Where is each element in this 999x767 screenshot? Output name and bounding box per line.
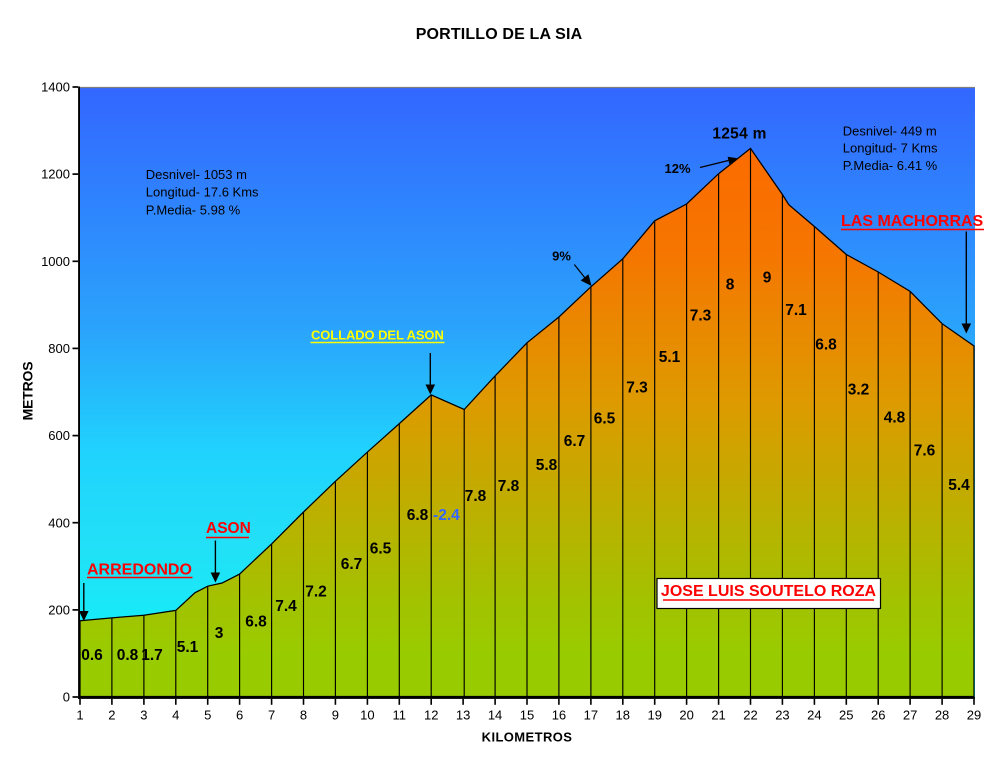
svg-text:26: 26: [871, 708, 885, 723]
svg-text:ARREDONDO: ARREDONDO: [87, 562, 192, 579]
svg-text:6: 6: [236, 708, 243, 723]
svg-text:6.8: 6.8: [407, 507, 429, 524]
svg-text:20: 20: [679, 708, 693, 723]
svg-text:9: 9: [332, 708, 339, 723]
svg-text:6.5: 6.5: [370, 541, 392, 558]
svg-text:7.8: 7.8: [498, 478, 520, 495]
svg-text:7.6: 7.6: [914, 443, 936, 460]
svg-text:9: 9: [763, 270, 772, 287]
svg-text:9%: 9%: [552, 249, 571, 264]
svg-text:0: 0: [63, 690, 70, 705]
svg-text:1254 m: 1254 m: [712, 125, 766, 142]
svg-text:7.1: 7.1: [785, 302, 807, 319]
svg-text:5.8: 5.8: [536, 457, 558, 474]
svg-text:8: 8: [726, 277, 735, 294]
svg-text:29: 29: [967, 708, 981, 723]
svg-text:25: 25: [839, 708, 853, 723]
svg-text:0.8: 0.8: [117, 647, 139, 664]
svg-text:5.1: 5.1: [659, 349, 681, 366]
svg-text:7.3: 7.3: [626, 380, 648, 397]
svg-text:Longitud- 17.6 Kms: Longitud- 17.6 Kms: [146, 185, 259, 200]
svg-text:10: 10: [360, 708, 374, 723]
svg-text:600: 600: [48, 428, 70, 443]
svg-text:23: 23: [775, 708, 789, 723]
svg-text:5.4: 5.4: [948, 477, 970, 494]
svg-text:800: 800: [48, 341, 70, 356]
svg-text:Desnivel- 1053 m: Desnivel- 1053 m: [146, 167, 247, 182]
svg-text:400: 400: [48, 515, 70, 530]
svg-text:2: 2: [108, 708, 115, 723]
svg-text:1: 1: [76, 708, 83, 723]
svg-text:P.Media- 6.41 %: P.Media- 6.41 %: [843, 158, 938, 173]
svg-text:11: 11: [393, 708, 407, 723]
svg-text:16: 16: [552, 708, 566, 723]
svg-text:KILOMETROS: KILOMETROS: [482, 730, 573, 745]
svg-text:13: 13: [456, 708, 470, 723]
svg-text:PORTILLO DE LA SIA: PORTILLO DE LA SIA: [416, 26, 583, 43]
svg-text:27: 27: [903, 708, 917, 723]
svg-text:12%: 12%: [664, 161, 690, 176]
svg-text:28: 28: [935, 708, 949, 723]
svg-text:0.6: 0.6: [81, 647, 103, 664]
svg-text:6.5: 6.5: [594, 411, 616, 428]
svg-text:6.8: 6.8: [245, 614, 267, 631]
svg-text:6.7: 6.7: [341, 556, 363, 573]
svg-text:1400: 1400: [41, 80, 70, 95]
svg-text:7: 7: [268, 708, 275, 723]
svg-text:ASON: ASON: [206, 520, 251, 537]
svg-text:5: 5: [204, 708, 211, 723]
svg-text:5.1: 5.1: [177, 639, 199, 656]
svg-text:6.8: 6.8: [815, 337, 837, 354]
svg-text:22: 22: [743, 708, 757, 723]
svg-text:19: 19: [647, 708, 661, 723]
svg-text:14: 14: [488, 708, 502, 723]
svg-text:LAS MACHORRAS: LAS MACHORRAS: [841, 213, 984, 230]
svg-text:200: 200: [48, 602, 70, 617]
svg-text:1000: 1000: [41, 254, 70, 269]
svg-text:8: 8: [300, 708, 307, 723]
svg-text:4.8: 4.8: [884, 410, 906, 427]
svg-text:4: 4: [172, 708, 179, 723]
svg-text:3.2: 3.2: [848, 382, 870, 399]
svg-text:METROS: METROS: [19, 362, 35, 421]
svg-text:JOSE LUIS SOUTELO ROZA: JOSE LUIS SOUTELO ROZA: [661, 583, 877, 600]
svg-text:COLLADO DEL ASON: COLLADO DEL ASON: [311, 328, 444, 343]
svg-text:7.3: 7.3: [690, 308, 712, 325]
svg-text:12: 12: [424, 708, 438, 723]
svg-text:Desnivel- 449 m: Desnivel- 449 m: [843, 123, 937, 138]
svg-text:6.7: 6.7: [564, 433, 586, 450]
svg-text:Longitud- 7 Kms: Longitud- 7 Kms: [843, 141, 938, 156]
svg-text:-2.4: -2.4: [433, 507, 460, 524]
svg-text:3: 3: [140, 708, 147, 723]
svg-text:1200: 1200: [41, 167, 70, 182]
svg-text:3: 3: [215, 625, 224, 642]
svg-text:21: 21: [711, 708, 725, 723]
svg-text:18: 18: [616, 708, 630, 723]
svg-text:15: 15: [520, 708, 534, 723]
svg-text:P.Media- 5.98 %: P.Media- 5.98 %: [146, 202, 241, 217]
svg-text:24: 24: [807, 708, 821, 723]
svg-text:1.7: 1.7: [141, 647, 163, 664]
svg-text:17: 17: [584, 708, 598, 723]
svg-text:7.8: 7.8: [465, 488, 487, 505]
svg-text:7.2: 7.2: [305, 584, 327, 601]
svg-text:7.4: 7.4: [275, 598, 297, 615]
